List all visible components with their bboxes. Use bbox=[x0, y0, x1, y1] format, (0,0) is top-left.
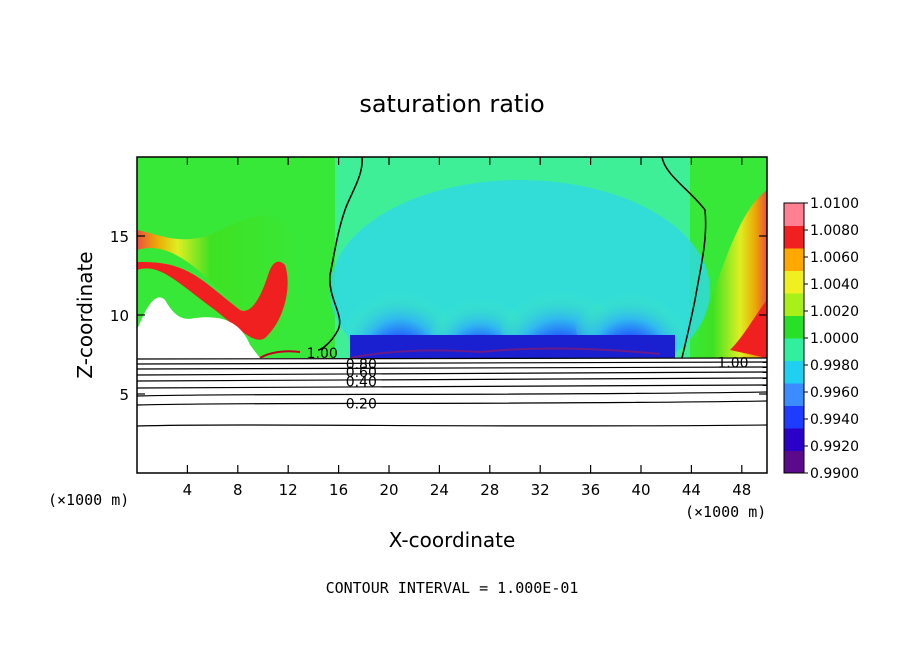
colorbar-label: 0.9900 bbox=[810, 466, 859, 482]
blue-blob-1 bbox=[345, 260, 455, 358]
chart-title: saturation ratio bbox=[359, 90, 544, 118]
colorbar-label: 1.0060 bbox=[810, 250, 859, 266]
x-tick-label: 16 bbox=[329, 481, 348, 499]
y-axis-ticks: 5 10 15 bbox=[110, 228, 767, 404]
x-tick-label: 32 bbox=[531, 481, 550, 499]
colorbar-label: 0.9960 bbox=[810, 385, 859, 401]
blue-base bbox=[350, 335, 675, 358]
x-tick-label: 24 bbox=[430, 481, 449, 499]
colorbar-label: 1.0000 bbox=[810, 331, 859, 347]
x-tick-label: 36 bbox=[581, 481, 600, 499]
colorbar-swatch bbox=[784, 338, 804, 361]
colorbar-label: 1.0020 bbox=[810, 304, 859, 320]
colorbar-label: 1.0080 bbox=[810, 223, 859, 239]
x-tick-label: 4 bbox=[183, 481, 193, 499]
x-tick-label: 40 bbox=[631, 481, 650, 499]
contour-line-4 bbox=[136, 371, 768, 376]
left-hot bbox=[137, 261, 288, 340]
colorbar-label: 1.0100 bbox=[810, 196, 859, 212]
colorbar-swatch bbox=[784, 315, 804, 339]
contour-label: 1.00 bbox=[307, 346, 338, 362]
colorbar-swatch bbox=[784, 428, 804, 451]
y-tick-label: 15 bbox=[110, 228, 129, 246]
x-tick-label: 28 bbox=[480, 481, 499, 499]
colorbar-label: 0.9940 bbox=[810, 412, 859, 428]
contour-label: 0.60 bbox=[346, 365, 377, 381]
y-axis-title: Z-coordinate bbox=[73, 251, 97, 378]
x-tick-label: 8 bbox=[233, 481, 243, 499]
colorbar-swatch bbox=[784, 270, 804, 294]
x-axis-title: X-coordinate bbox=[389, 528, 516, 552]
contour-label: 0.20 bbox=[346, 396, 377, 412]
x-axis-ticks: 4 8 12 16 20 24 28 32 36 40 44 48 bbox=[183, 157, 751, 499]
blue-blob-4 bbox=[575, 265, 685, 358]
x-unit-label-right: (×1000 m) bbox=[685, 503, 766, 521]
contour-line-2 bbox=[136, 361, 768, 365]
x-tick-label: 20 bbox=[379, 481, 398, 499]
x-unit-label-left: (×1000 m) bbox=[48, 491, 129, 509]
contour-line-5 bbox=[136, 377, 768, 382]
contour-labels: 1.00 1.00 0.800.600.40 0.20 bbox=[307, 346, 749, 413]
colorbar-swatch bbox=[784, 360, 804, 384]
contour-line-7 bbox=[136, 391, 768, 397]
colorbar-swatch bbox=[784, 203, 804, 226]
contour-lines bbox=[136, 357, 768, 427]
contour-line-3 bbox=[136, 366, 768, 370]
right-warm bbox=[690, 190, 767, 358]
colorbar-label: 1.0040 bbox=[810, 277, 859, 293]
cloud-edge-purple bbox=[349, 347, 661, 358]
cloud-edge bbox=[259, 350, 301, 358]
colorbar-label: 0.9980 bbox=[810, 358, 859, 374]
colorbar: 1.0100 1.0080 1.0060 1.0040 1.0020 1.0000 0.99… bbox=[783, 196, 859, 482]
cloud-field bbox=[137, 157, 767, 358]
contour-label: 0.40 bbox=[346, 374, 377, 390]
contour-interval-footer: CONTOUR INTERVAL = 1.000E-01 bbox=[326, 579, 579, 597]
colorbar-swatch bbox=[784, 293, 804, 316]
colorbar-swatch bbox=[784, 225, 804, 249]
contour-line-8 bbox=[136, 400, 768, 406]
colorbar-label: 0.9920 bbox=[810, 439, 859, 455]
x-tick-label: 48 bbox=[732, 481, 751, 499]
x-tick-label: 44 bbox=[682, 481, 701, 499]
colorbar-swatch bbox=[784, 405, 804, 429]
contour-1-right bbox=[661, 157, 707, 358]
contour-line-6 bbox=[136, 384, 768, 389]
colorbar-swatch bbox=[784, 450, 804, 474]
colorbar-swatch bbox=[784, 248, 804, 271]
y-tick-label: 10 bbox=[110, 307, 129, 325]
contour-line-9 bbox=[136, 424, 768, 427]
contour-1-left bbox=[317, 157, 363, 351]
contour-label: 1.00 bbox=[717, 355, 748, 371]
right-hot bbox=[730, 300, 767, 358]
contour-label: 0.80 bbox=[346, 357, 377, 373]
colorbar-swatch bbox=[784, 383, 804, 406]
y-tick-label: 5 bbox=[119, 386, 129, 404]
clear-region-left bbox=[137, 297, 260, 358]
x-tick-label: 12 bbox=[279, 481, 298, 499]
